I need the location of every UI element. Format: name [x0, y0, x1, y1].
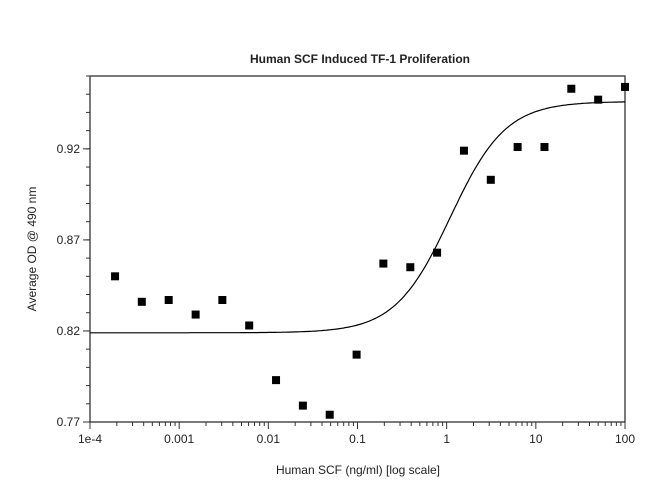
- data-point: [352, 350, 361, 359]
- y-axis-label: Average OD @ 490 nm: [25, 187, 39, 312]
- data-point: [298, 401, 307, 410]
- data-point: [379, 259, 388, 268]
- data-point: [164, 295, 173, 304]
- data-point: [621, 82, 629, 91]
- data-point: [272, 376, 281, 385]
- data-point: [406, 263, 415, 272]
- chart-title: Human SCF Induced TF-1 Proliferation: [250, 52, 470, 66]
- data-point: [486, 175, 495, 184]
- fit-curve: [90, 101, 625, 334]
- x-tick-label: 1: [443, 432, 450, 446]
- x-tick-label: 10: [529, 432, 543, 446]
- data-point: [218, 295, 227, 304]
- plot-frame: [89, 75, 626, 423]
- y-tick-label: 0.87: [57, 233, 81, 247]
- x-tick-label: 100: [615, 432, 635, 446]
- data-point: [513, 143, 522, 152]
- x-axis-label: Human SCF (ng/ml) [log scale]: [276, 463, 440, 477]
- x-tick-label: 0.1: [349, 432, 366, 446]
- data-point: [245, 321, 254, 330]
- data-point: [540, 143, 549, 152]
- data-point: [191, 310, 200, 319]
- y-tick-label: 0.92: [57, 142, 81, 156]
- data-point: [594, 95, 603, 104]
- x-tick-label: 1e-4: [78, 432, 102, 446]
- data-point: [459, 146, 468, 155]
- data-point: [111, 272, 120, 281]
- x-tick-label: 0.01: [257, 432, 281, 446]
- x-tick-label: 0.001: [164, 432, 194, 446]
- data-point: [567, 84, 576, 93]
- data-point: [137, 297, 146, 306]
- y-tick-label: 0.77: [57, 415, 81, 429]
- data-point: [433, 248, 442, 257]
- y-tick-label: 0.82: [57, 324, 81, 338]
- data-point: [325, 410, 334, 419]
